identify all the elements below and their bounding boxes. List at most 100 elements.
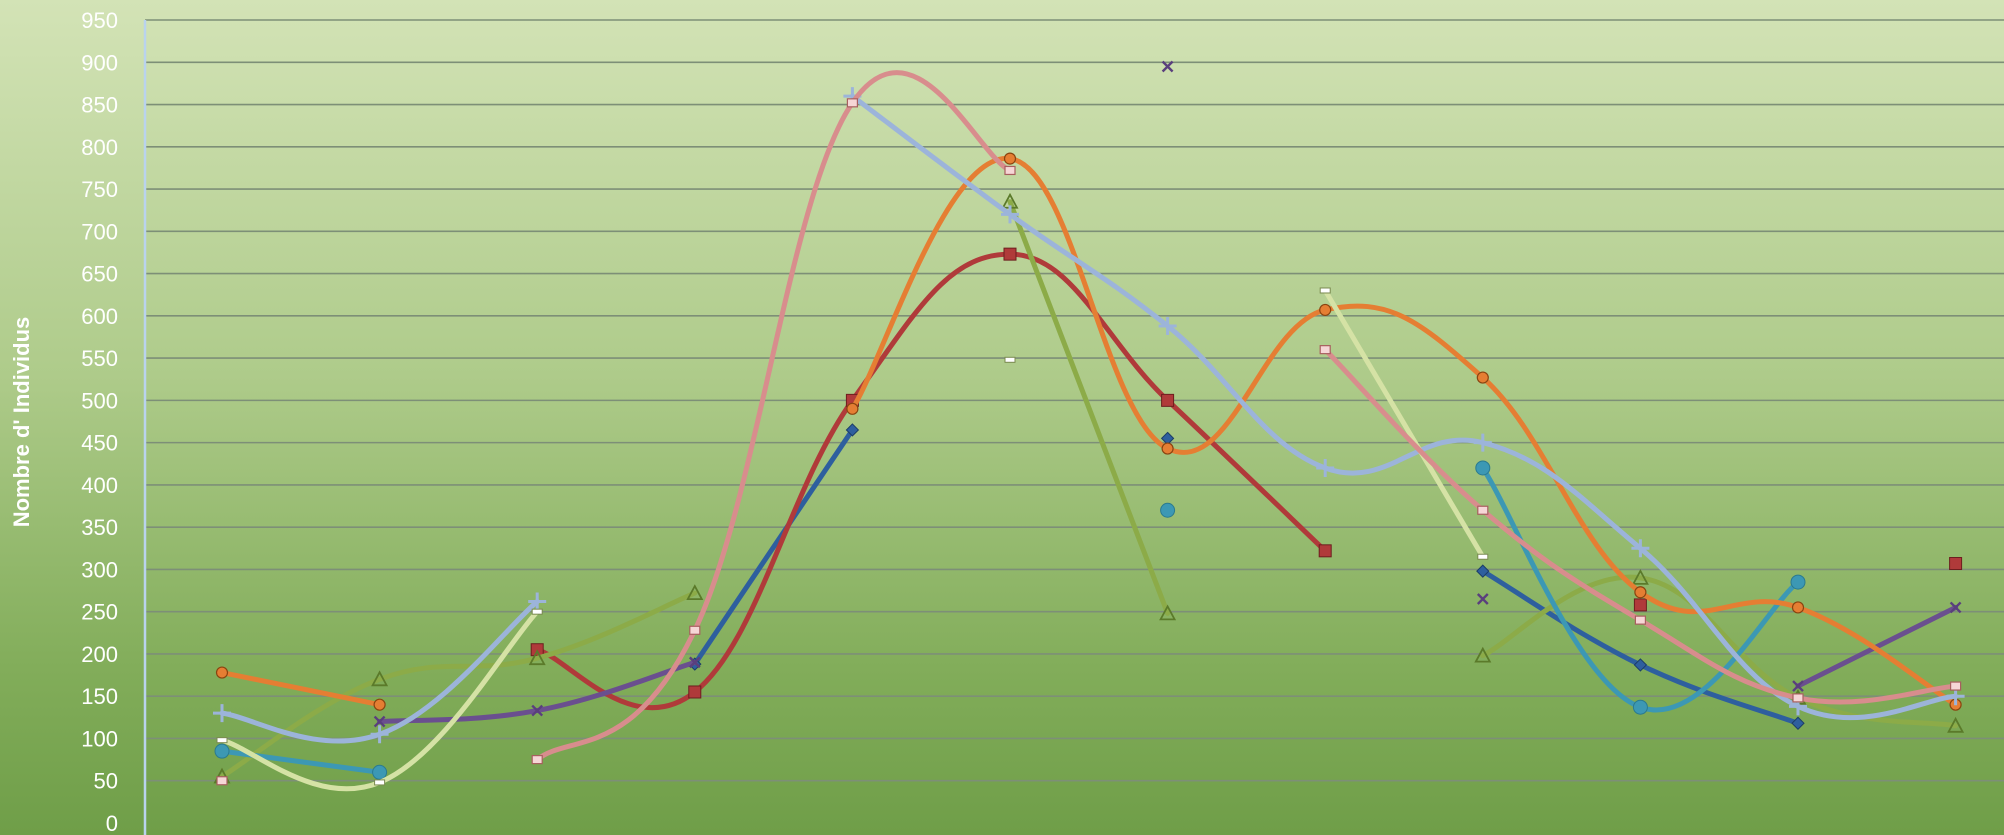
y-tick-label: 0 (106, 811, 118, 835)
data-point (1792, 680, 1804, 692)
data-point (1633, 598, 1647, 612)
series-line (1007, 199, 1171, 616)
data-point (373, 715, 386, 728)
series (215, 152, 1962, 711)
data-point (1319, 287, 1331, 294)
data-point (1477, 553, 1489, 560)
data-point (1632, 699, 1648, 715)
y-tick-label: 950 (81, 8, 118, 33)
data-point (1473, 433, 1492, 452)
data-point (1476, 593, 1489, 605)
data-point (374, 779, 386, 786)
data-point (531, 608, 543, 615)
data-point (1159, 604, 1177, 621)
data-point (1319, 303, 1332, 317)
series-line (1480, 574, 1959, 729)
data-point (531, 755, 543, 765)
y-tick-label: 650 (81, 262, 118, 287)
data-point (1003, 247, 1017, 261)
series (214, 460, 1806, 780)
y-tick-label: 750 (81, 177, 118, 202)
data-point (1947, 716, 1965, 733)
data-point (845, 423, 860, 437)
data-point (1949, 681, 1962, 691)
series-line (1322, 347, 1959, 705)
series-line (377, 659, 698, 725)
data-point (1792, 693, 1804, 703)
series (213, 87, 1965, 744)
data-point (531, 704, 544, 717)
series (216, 287, 1489, 792)
data-point (688, 656, 701, 669)
data-point (528, 649, 546, 666)
data-point (846, 98, 859, 108)
data-point (1316, 458, 1335, 477)
y-tick-label: 500 (81, 388, 118, 413)
data-point (1631, 568, 1649, 585)
data-point (1318, 544, 1332, 558)
series-line (692, 427, 855, 667)
y-tick-label: 550 (81, 346, 118, 371)
data-point (1161, 60, 1174, 73)
y-tick-label: 400 (81, 473, 118, 498)
data-point (213, 704, 231, 723)
gridlines (145, 19, 2004, 782)
data-point (688, 685, 702, 699)
y-tick-label: 900 (81, 50, 118, 75)
data-point (1160, 502, 1176, 518)
data-point (1161, 442, 1174, 455)
y-tick-label: 450 (81, 431, 118, 456)
series-line (219, 748, 383, 775)
data-point (1161, 393, 1175, 407)
y-tick-labels: 0 50 100 150 200 250 300 350 400 450 500 550 600 650 7… (81, 8, 118, 835)
series-line (219, 670, 383, 708)
data-point (1476, 564, 1490, 578)
data-point (372, 764, 388, 780)
y-tick-label: 700 (81, 219, 118, 244)
data-point (1476, 371, 1489, 384)
data-point (214, 743, 230, 759)
data-point (1477, 505, 1489, 515)
y-tick-label: 50 (94, 769, 118, 794)
series-line (1322, 287, 1486, 560)
data-point (1475, 460, 1491, 476)
data-point (371, 670, 389, 687)
data-point (686, 584, 704, 600)
data-point (1633, 658, 1648, 672)
y-tick-label: 350 (81, 515, 118, 540)
data-point (1004, 165, 1016, 176)
y-tick-label: 200 (81, 642, 118, 667)
data-point (215, 666, 229, 679)
y-tick-label: 300 (81, 557, 118, 582)
data-point (1949, 557, 1963, 571)
data-point (1790, 574, 1806, 590)
data-point (216, 737, 228, 744)
data-point (216, 776, 228, 786)
data-point (1949, 601, 1962, 614)
data-point (1631, 539, 1650, 558)
data-point (1474, 646, 1492, 663)
y-tick-label: 800 (81, 135, 118, 160)
data-point (1004, 356, 1016, 363)
data-point (1158, 316, 1177, 335)
y-tick-label: 850 (81, 93, 118, 118)
data-point (1791, 716, 1805, 730)
data-point (846, 402, 859, 415)
y-tick-label: 100 (81, 726, 118, 751)
data-point (1634, 615, 1647, 625)
y-tick-label: 250 (81, 600, 118, 625)
data-point (1319, 345, 1331, 355)
y-tick-label: 150 (81, 684, 118, 709)
series (530, 247, 1963, 711)
series-line (219, 590, 698, 780)
data-point (370, 725, 389, 744)
y-tick-label: 600 (81, 304, 118, 329)
data-point (1791, 601, 1805, 614)
data-point (1634, 586, 1647, 599)
series-line (534, 70, 1013, 763)
data-point (1001, 205, 1019, 224)
data-point (373, 698, 386, 711)
y-axis-label: Nombre d' Individus (9, 316, 34, 528)
